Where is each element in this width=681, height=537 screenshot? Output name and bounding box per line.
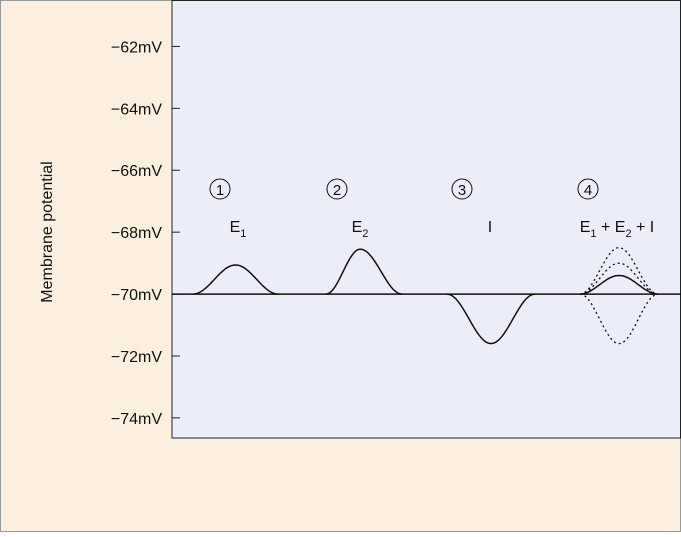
label-subscript: 2 <box>625 228 631 240</box>
y-tick-label: −74mV <box>111 411 162 428</box>
psp-curve <box>446 293 536 345</box>
y-axis-label: Membrane potential <box>39 161 56 302</box>
label-text: E <box>352 219 363 236</box>
plot-area <box>171 0 681 439</box>
y-tick-label: −62mV <box>111 39 162 56</box>
label-text: + I <box>632 219 655 236</box>
event-label: I <box>488 219 492 236</box>
event-number: 1 <box>216 182 224 199</box>
psp-curve <box>579 274 659 295</box>
event-label: E2​ <box>352 219 369 240</box>
label-text: E <box>580 219 591 236</box>
label-text: I <box>488 219 492 236</box>
label-text: E <box>230 219 241 236</box>
y-tick-label: −66mV <box>111 163 162 180</box>
label-subscript: 1 <box>240 228 246 240</box>
y-tick-label: −68mV <box>111 225 162 242</box>
event-number-circle <box>577 178 599 200</box>
psp-curve <box>192 264 279 295</box>
label-subscript: 2 <box>362 228 368 240</box>
event-label: E1​ + E2​ + I <box>580 219 655 240</box>
label-subscript: 1 <box>590 228 596 240</box>
component-curve <box>579 262 659 295</box>
event-number-circle <box>326 178 348 200</box>
event-label: E1​ <box>230 219 247 240</box>
event-number: 2 <box>333 182 341 199</box>
y-tick-label: −70mV <box>111 287 162 304</box>
event-number: 4 <box>584 182 592 199</box>
psp-curve <box>325 248 403 295</box>
event-number-circle <box>451 178 473 200</box>
event-number: 3 <box>458 182 466 199</box>
label-text: + E <box>597 219 626 236</box>
component-curve <box>579 293 659 345</box>
event-number-circle <box>209 178 231 200</box>
y-tick-label: −72mV <box>111 349 162 366</box>
y-tick-label: −64mV <box>111 101 162 118</box>
